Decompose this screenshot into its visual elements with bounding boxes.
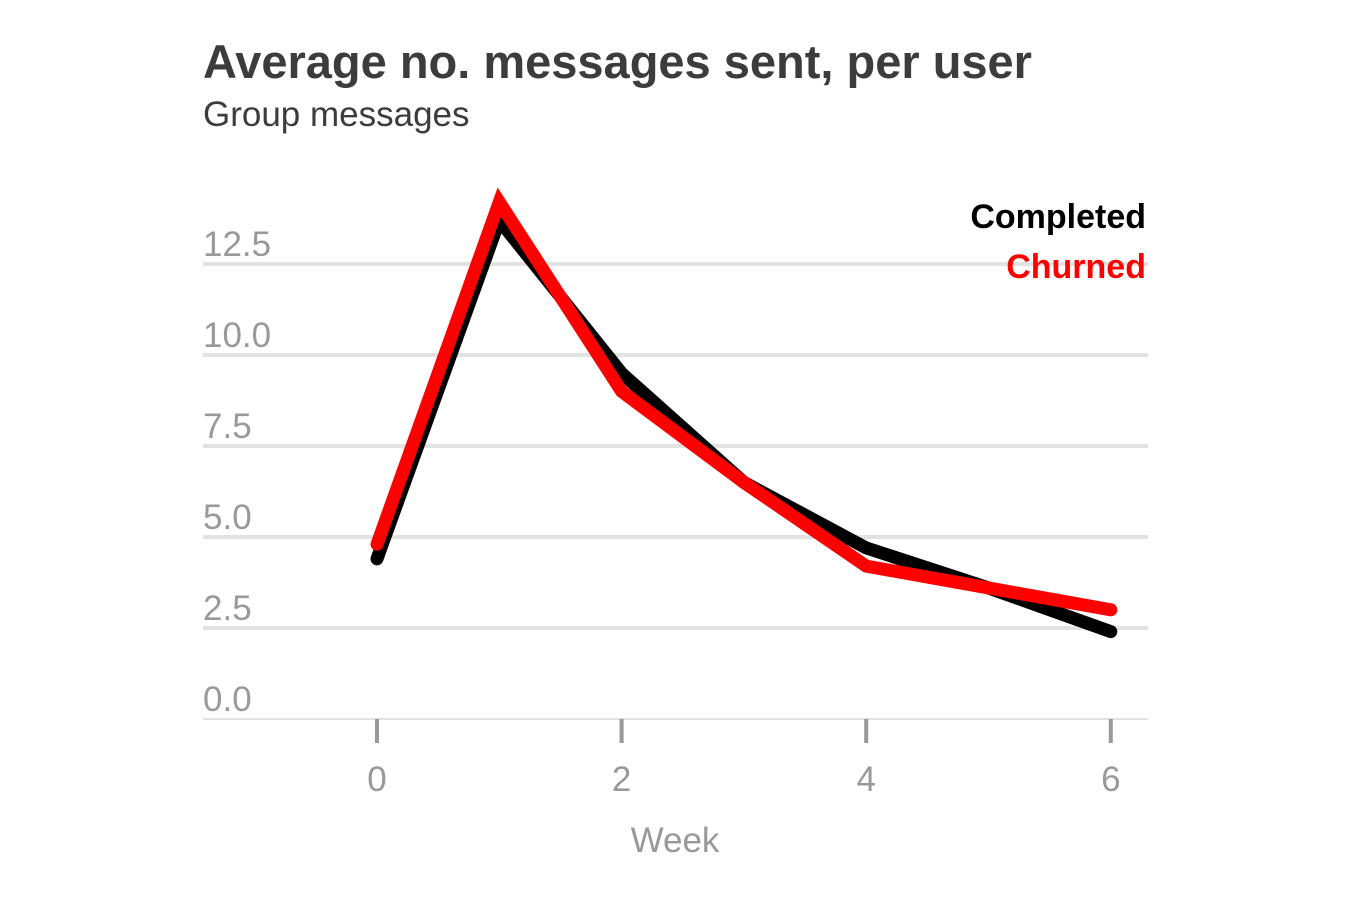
y-tick-label: 5.0 bbox=[203, 498, 252, 537]
x-tick-label: 6 bbox=[1101, 760, 1120, 799]
x-axis-label: Week bbox=[631, 821, 720, 860]
y-tick-label: 7.5 bbox=[203, 407, 252, 446]
y-axis-ticks: 0.0 2.5 5.0 7.5 10.0 12.5 bbox=[203, 225, 271, 719]
series-line-churned bbox=[370, 187, 1118, 617]
series-lines bbox=[370, 187, 1118, 639]
y-tick-label: 12.5 bbox=[203, 225, 271, 264]
x-tick-label: 2 bbox=[612, 760, 631, 799]
chart-title: Average no. messages sent, per user bbox=[203, 35, 1032, 88]
chart-subtitle: Group messages bbox=[203, 95, 470, 134]
x-tick-label: 0 bbox=[367, 760, 386, 799]
legend-entry-churned: Churned bbox=[1006, 248, 1146, 286]
gridlines bbox=[203, 262, 1148, 630]
y-tick-label: 2.5 bbox=[203, 589, 252, 628]
legend: Completed Churned bbox=[970, 198, 1146, 286]
x-axis: 0 2 4 6 bbox=[203, 718, 1148, 799]
y-tick-label: 0.0 bbox=[203, 680, 252, 719]
series-line-completed bbox=[370, 207, 1118, 639]
y-tick-label: 10.0 bbox=[203, 316, 271, 355]
legend-entry-completed: Completed bbox=[970, 198, 1146, 236]
x-tick-label: 4 bbox=[856, 760, 875, 799]
